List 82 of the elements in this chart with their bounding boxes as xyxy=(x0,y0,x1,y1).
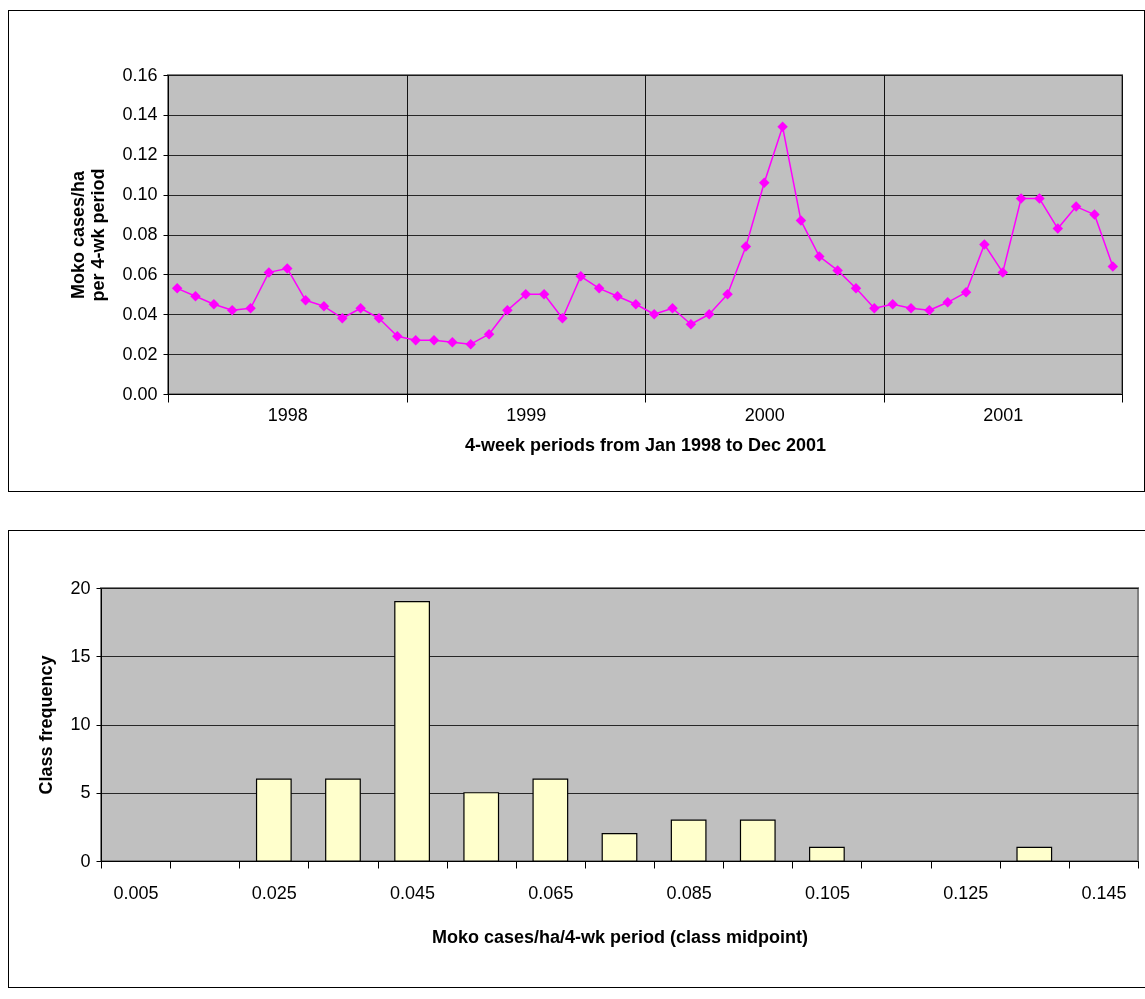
point xyxy=(905,303,917,314)
y-tick-label: 0.06 xyxy=(122,263,158,284)
point xyxy=(226,305,238,316)
point xyxy=(1070,201,1082,212)
point xyxy=(887,299,898,310)
point xyxy=(924,305,935,316)
x-axis-title: Moko cases/ha/4-wk period (class midpoint) xyxy=(431,926,809,947)
point xyxy=(575,271,587,282)
point xyxy=(465,338,476,350)
point xyxy=(942,297,953,308)
x-tick-label: 2001 xyxy=(983,404,1024,425)
point xyxy=(337,312,348,324)
point xyxy=(410,334,421,346)
point xyxy=(208,299,220,310)
y-tick-label: 0 xyxy=(80,850,91,871)
point xyxy=(318,301,330,312)
point xyxy=(1089,209,1100,220)
point xyxy=(979,239,990,250)
point xyxy=(263,267,275,278)
y-axis-title: Moko cases/ha per 4-wk period xyxy=(68,168,109,302)
point xyxy=(483,328,495,340)
point xyxy=(245,303,256,314)
point xyxy=(538,289,550,300)
point xyxy=(300,295,311,306)
y-tick-label: 5 xyxy=(80,782,91,803)
point xyxy=(1015,193,1027,204)
y-tick-label: 0.16 xyxy=(122,64,158,85)
x-tick-label: 2000 xyxy=(744,404,785,425)
point xyxy=(1107,261,1119,272)
x-tick-label: 1998 xyxy=(267,404,308,425)
point xyxy=(722,289,733,300)
point xyxy=(630,299,642,310)
y-tick-label: 0.08 xyxy=(122,224,158,244)
y-tick-label: 20 xyxy=(70,577,91,598)
x-tick-label: 0.105 xyxy=(804,882,850,903)
y-tick-label: 10 xyxy=(70,714,91,734)
point xyxy=(703,309,715,320)
point xyxy=(997,267,1008,278)
x-tick-label: 0.125 xyxy=(943,882,989,903)
point xyxy=(612,291,623,302)
point xyxy=(190,291,201,302)
x-tick-label: 0.005 xyxy=(113,882,159,903)
y-tick-label: 15 xyxy=(70,645,91,666)
y-tick-label: 0.04 xyxy=(122,303,158,324)
point xyxy=(685,318,697,330)
point xyxy=(648,309,660,320)
point xyxy=(557,312,568,324)
point xyxy=(832,265,843,276)
point xyxy=(593,283,605,294)
x-tick-label: 0.025 xyxy=(251,882,297,903)
point xyxy=(355,303,366,314)
point xyxy=(428,334,440,346)
point xyxy=(759,177,770,188)
point xyxy=(667,303,678,314)
point xyxy=(1052,223,1064,234)
x-tick-label: 0.045 xyxy=(390,882,436,903)
point xyxy=(814,251,825,262)
point xyxy=(869,303,880,314)
point xyxy=(447,336,458,348)
y-tick-label: 0.14 xyxy=(122,104,158,125)
point xyxy=(171,283,183,294)
point xyxy=(850,283,862,294)
point xyxy=(373,312,385,324)
y-tick-label: 0.10 xyxy=(122,184,158,205)
point xyxy=(960,287,972,298)
point xyxy=(795,215,807,226)
x-axis-title: 4-week periods from Jan 1998 to Dec 2001 xyxy=(464,434,827,455)
x-tick-label: 0.145 xyxy=(1081,882,1127,903)
point xyxy=(1034,193,1045,204)
point xyxy=(282,263,293,274)
point xyxy=(777,121,788,133)
y-tick-label: 0.02 xyxy=(122,343,158,364)
x-tick-label: 0.065 xyxy=(528,882,574,903)
point xyxy=(392,330,403,342)
y-tick-label: 0.00 xyxy=(122,383,158,404)
point xyxy=(502,305,513,316)
point xyxy=(520,289,531,300)
y-tick-label: 0.12 xyxy=(122,144,158,165)
x-tick-label: 0.085 xyxy=(666,882,712,903)
x-tick-label: 1999 xyxy=(506,404,547,425)
y-axis-title: Class frequency xyxy=(36,655,57,795)
point xyxy=(740,241,752,252)
